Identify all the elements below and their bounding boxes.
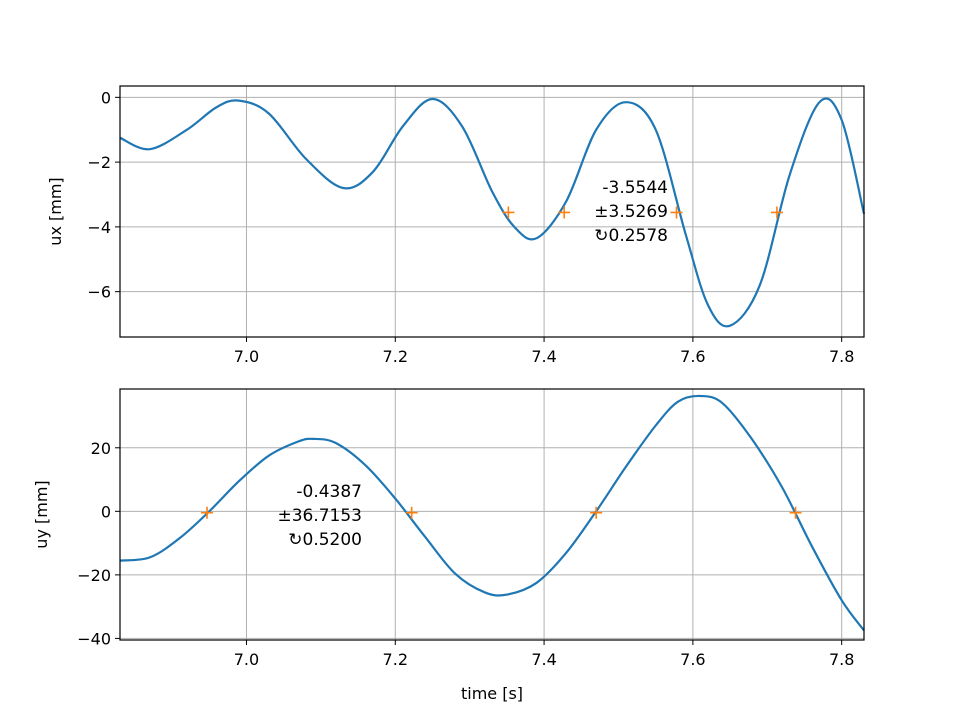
- ux-xtick-label: 7.2: [383, 347, 408, 366]
- subplot-ux: 7.0 7.2 7.4 7.6 7.8 0 −2 −4 −6 ux [mm] -3.5544 ±…: [46, 85, 866, 366]
- uy-ytick-label: −40: [77, 629, 111, 648]
- uy-xtick-label: 7.2: [383, 650, 408, 669]
- uy-crossing-markers: [201, 506, 802, 519]
- uy-crossing-marker: [789, 506, 802, 519]
- uy-crossing-marker: [201, 506, 214, 519]
- grid-uy: [120, 389, 864, 640]
- uy-series-line: [119, 394, 865, 632]
- ux-series-line: [119, 97, 866, 328]
- ux-ytick-label: 0: [101, 88, 111, 107]
- ux-ytick-label: −4: [87, 218, 111, 237]
- uy-ylabel: uy [mm]: [32, 480, 51, 548]
- subplot-uy: 7.0 7.2 7.4 7.6 7.8 20 0 −20 −40 uy [mm] time [s…: [32, 388, 865, 703]
- grid-ux: [120, 86, 864, 337]
- uy-crossing-marker: [590, 506, 603, 519]
- ux-crossing-marker: [670, 206, 683, 219]
- uy-tick-labels: 7.0 7.2 7.4 7.6 7.8 20 0 −20 −40: [77, 439, 854, 669]
- uy-annotation-mean: -0.4387: [296, 482, 362, 502]
- uy-ytick-label: 0: [101, 502, 111, 521]
- ux-annotation-period: ↻0.2578: [594, 226, 668, 246]
- uy-xlabel: time [s]: [461, 684, 523, 703]
- uy-axes-frame: [119, 388, 865, 641]
- ux-xtick-label: 7.6: [680, 347, 705, 366]
- ux-crossing-marker: [770, 206, 783, 219]
- uy-xtick-label: 7.8: [829, 650, 854, 669]
- ux-xtick-label: 7.4: [531, 347, 556, 366]
- uy-xtick-label: 7.4: [531, 650, 556, 669]
- ux-ytick-label: −6: [87, 283, 111, 302]
- ux-crossing-marker: [558, 206, 571, 219]
- uy-xtick-label: 7.0: [234, 650, 259, 669]
- uy-annotation-period: ↻0.5200: [288, 530, 362, 550]
- ux-annotation-mean: -3.5544: [602, 178, 668, 198]
- ux-xtick-label: 7.8: [829, 347, 854, 366]
- ux-ytick-label: −2: [87, 153, 111, 172]
- ux-annotation-amplitude: ±3.5269: [594, 202, 668, 222]
- ux-crossing-markers: [502, 206, 783, 219]
- uy-annotation-amplitude: ±36.7153: [277, 506, 362, 526]
- ux-ylabel: ux [mm]: [46, 177, 65, 245]
- ux-crossing-marker: [502, 206, 515, 219]
- ux-xtick-label: 7.0: [234, 347, 259, 366]
- uy-ytick-label: −20: [77, 566, 111, 585]
- uy-ytick-label: 20: [91, 439, 111, 458]
- ux-axes-frame: [119, 85, 865, 338]
- uy-xtick-label: 7.6: [680, 650, 705, 669]
- ux-tick-labels: 7.0 7.2 7.4 7.6 7.8 0 −2 −4 −6: [87, 88, 854, 366]
- uy-crossing-marker: [405, 506, 418, 519]
